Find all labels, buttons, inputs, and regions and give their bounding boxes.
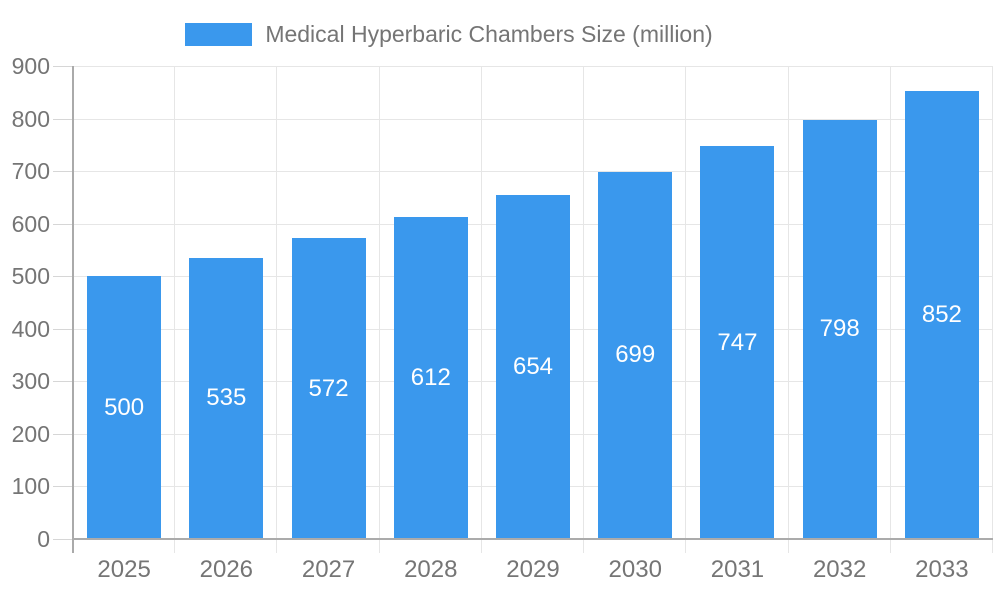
y-tick-label: 300 <box>11 368 50 395</box>
y-tick-label: 800 <box>11 105 50 132</box>
h-gridline <box>53 66 993 67</box>
bar-value-label: 747 <box>717 328 758 356</box>
x-tick-label: 2029 <box>506 556 560 583</box>
v-gridline <box>685 66 687 553</box>
y-tick-label: 100 <box>11 473 50 500</box>
bar-2027[interactable]: 572 <box>291 238 366 539</box>
v-gridline <box>378 66 380 553</box>
y-tick <box>53 486 73 488</box>
v-gridline <box>276 66 278 553</box>
legend-swatch <box>185 23 253 46</box>
bar-value-label: 852 <box>921 301 962 329</box>
y-tick <box>53 171 73 173</box>
x-tick-label: 2033 <box>915 556 969 583</box>
v-gridline <box>787 66 789 553</box>
y-tick-label: 0 <box>37 526 50 552</box>
v-gridline <box>480 66 482 553</box>
y-tick-label: 500 <box>11 263 50 290</box>
v-gridline <box>583 66 585 553</box>
y-tick-label: 600 <box>11 210 50 237</box>
bar-value-label: 798 <box>819 315 860 343</box>
y-tick-label: 900 <box>11 53 50 79</box>
y-tick <box>53 539 73 540</box>
bar-2025[interactable]: 500 <box>87 276 162 539</box>
x-axis-line <box>73 538 993 540</box>
bar-2033[interactable]: 852 <box>904 91 979 539</box>
x-tick-label: 2032 <box>812 556 867 583</box>
y-tick <box>53 433 73 435</box>
bar-value-label: 654 <box>512 353 554 381</box>
x-tick-label: 2030 <box>608 556 662 583</box>
bar-value-label: 612 <box>410 364 451 392</box>
legend-label: Medical Hyperbaric Chambers Size (millio… <box>265 21 713 47</box>
y-tick <box>53 328 73 330</box>
y-tick <box>53 118 73 120</box>
bar-2028[interactable]: 612 <box>393 217 468 539</box>
y-tick <box>53 223 73 225</box>
h-gridline <box>53 171 993 173</box>
legend[interactable]: Medical Hyperbaric Chambers Size (millio… <box>0 21 949 48</box>
plot-area: 500 535 572 612 654 699 747 798 852 <box>53 66 993 553</box>
x-tick-label: 2025 <box>97 556 151 583</box>
v-gridline <box>174 66 176 553</box>
v-gridline <box>992 66 993 553</box>
bar-2032[interactable]: 798 <box>802 119 877 539</box>
bar-2026[interactable]: 535 <box>189 257 264 539</box>
x-tick-label: 2027 <box>301 556 356 583</box>
bar-value-label: 535 <box>206 384 247 412</box>
y-tick-label: 200 <box>11 420 50 447</box>
x-tick-label: 2026 <box>199 556 254 583</box>
y-axis-line <box>72 66 74 553</box>
y-tick-label: 700 <box>11 158 50 185</box>
y-tick <box>53 66 73 67</box>
y-tick-label: 400 <box>11 315 50 342</box>
bar-value-label: 500 <box>104 393 145 421</box>
y-tick <box>53 381 73 383</box>
bar-2030[interactable]: 699 <box>598 171 673 539</box>
x-tick-label: 2028 <box>404 556 458 583</box>
bar-value-label: 699 <box>615 341 656 369</box>
bar-2031[interactable]: 747 <box>700 146 775 539</box>
bar-2029[interactable]: 654 <box>496 195 570 539</box>
bar-value-label: 572 <box>308 374 349 402</box>
h-gridline <box>53 118 993 120</box>
v-gridline <box>889 66 891 553</box>
x-tick-label: 2031 <box>710 556 765 583</box>
y-tick <box>53 276 73 278</box>
